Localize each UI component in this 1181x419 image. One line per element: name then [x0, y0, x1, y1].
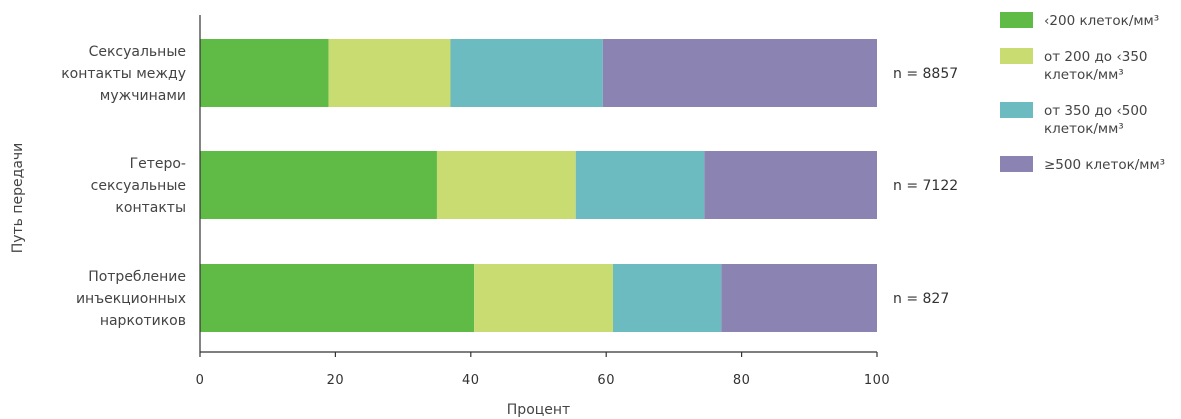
legend-label-1-line-1: ‹200 клеток/мм³	[1044, 13, 1160, 29]
category-label-2-line-3: контакты	[115, 200, 186, 216]
legend-item-3: от 350 до ‹500 клеток/мм³	[1000, 102, 1178, 138]
x-tick-label-80: 80	[733, 373, 751, 388]
category-label-2-line-1: Гетеро-	[130, 156, 186, 172]
category-label-1-line-2: контакты между	[61, 66, 186, 82]
bar-segment-3-3	[612, 264, 722, 332]
bar-segment-2-2	[436, 151, 576, 219]
legend-label-4-line-1: ≥500 клеток/мм³	[1044, 157, 1166, 173]
category-label-3-line-3: наркотиков	[100, 313, 186, 329]
category-label-1-line-3: мужчинами	[100, 88, 186, 104]
bar-segment-3-4	[721, 264, 877, 332]
legend: ‹200 клеток/мм³ от 200 до ‹350 клеток/мм³ о…	[1000, 12, 1178, 192]
legend-swatch-4	[1000, 156, 1033, 172]
x-axis-title: Процент	[507, 402, 570, 418]
legend-swatch-3	[1000, 102, 1033, 118]
bar-segment-1-2	[328, 39, 451, 107]
legend-label-2-line-1: от 200 до ‹350	[1044, 49, 1148, 65]
bar-segment-1-4	[602, 39, 877, 107]
bar-segment-1-1	[200, 39, 329, 107]
category-label-3-line-1: Потребление	[88, 269, 186, 285]
axes-group	[199, 15, 878, 357]
legend-swatch-1	[1000, 12, 1033, 28]
category-label-3-line-2: инъекционных	[76, 291, 186, 307]
x-tick-label-100: 100	[864, 373, 890, 388]
x-tick-label-0: 0	[196, 373, 205, 388]
y-axis-title: Путь передачи	[10, 143, 26, 254]
n-label-2: n = 7122	[893, 178, 958, 194]
legend-item-4: ≥500 клеток/мм³	[1000, 156, 1178, 174]
legend-swatch-2	[1000, 48, 1033, 64]
bar-segment-2-3	[575, 151, 705, 219]
legend-item-2: от 200 до ‹350 клеток/мм³	[1000, 48, 1178, 84]
legend-label-3-line-1: от 350 до ‹500	[1044, 103, 1148, 119]
bar-segment-3-1	[200, 264, 475, 332]
x-tick-label-40: 40	[462, 373, 480, 388]
n-label-1: n = 8857	[893, 66, 958, 82]
bars-group	[200, 39, 877, 332]
n-label-3: n = 827	[893, 291, 949, 307]
x-tick-label-20: 20	[327, 373, 345, 388]
category-label-2-line-2: сексуальные	[91, 178, 186, 194]
x-tick-label-60: 60	[597, 373, 615, 388]
legend-item-1: ‹200 клеток/мм³	[1000, 12, 1178, 30]
labels-group: 0 20 40 60 80 100 Сексуальные контакты между муж…	[10, 44, 958, 418]
legend-label-2-line-2: клеток/мм³	[1044, 67, 1124, 83]
category-label-1-line-1: Сексуальные	[89, 44, 186, 60]
legend-label-3-line-2: клеток/мм³	[1044, 121, 1124, 137]
bar-segment-2-4	[704, 151, 877, 219]
bar-segment-3-2	[474, 264, 613, 332]
bar-segment-1-3	[450, 39, 603, 107]
bar-segment-2-1	[200, 151, 437, 219]
